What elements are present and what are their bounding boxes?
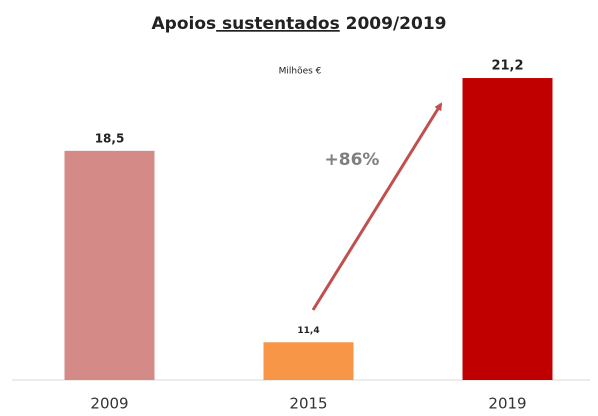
bar [462, 78, 553, 380]
value-label: 11,4 [297, 326, 319, 336]
growth-arrow [311, 102, 443, 311]
bar [64, 150, 155, 380]
x-tick-label: 2019 [488, 395, 526, 413]
x-tick-label: 2009 [90, 395, 128, 413]
chart-title: Apoios sustentados 2009/2019 [152, 14, 447, 34]
x-tick-label: 2015 [289, 395, 327, 413]
annotation: +86% [325, 150, 380, 170]
value-label: 18,5 [95, 131, 125, 145]
value-label: 21,2 [491, 59, 523, 74]
chart-subtitle: Milhões € [279, 67, 322, 77]
bar [263, 342, 354, 380]
